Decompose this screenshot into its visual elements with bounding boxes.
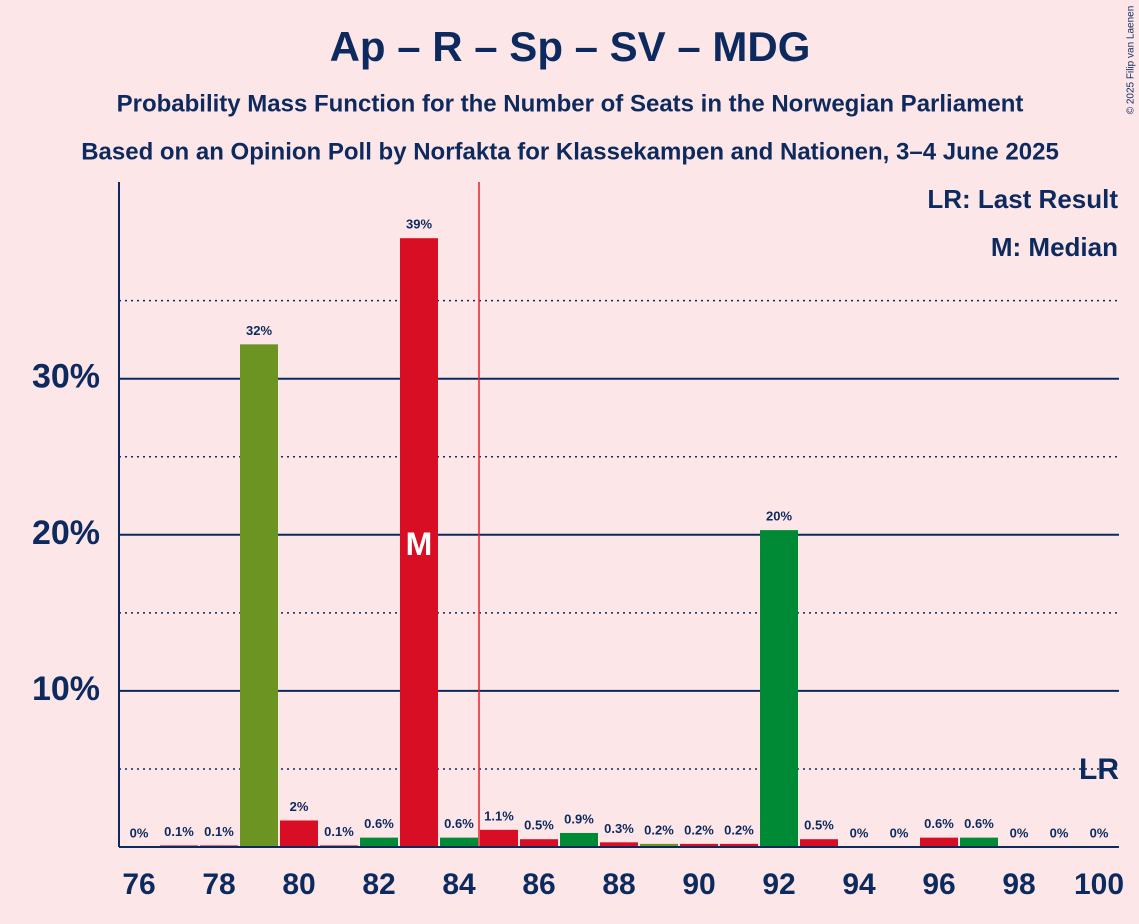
bar <box>480 829 518 847</box>
x-tick-label: 86 <box>522 868 555 901</box>
copyright: © 2025 Filip van Laenen <box>1126 6 1137 115</box>
value-label: 1.1% <box>484 808 514 823</box>
x-tick-label: 100 <box>1074 868 1124 901</box>
bar <box>680 843 718 847</box>
value-label: 0.6% <box>924 816 954 831</box>
bar <box>760 530 798 847</box>
legend-entry: M: Median <box>991 232 1118 262</box>
bar <box>600 842 638 847</box>
x-tick-label: 88 <box>602 868 635 901</box>
value-label: 0.2% <box>724 822 754 837</box>
value-label: 0.6% <box>444 816 474 831</box>
bar <box>560 832 598 847</box>
bar <box>440 837 478 847</box>
bar <box>520 839 558 847</box>
value-label: 0% <box>130 825 149 840</box>
x-tick-label: 82 <box>362 868 395 901</box>
value-label: 0.1% <box>164 824 194 839</box>
value-label: 0% <box>1010 825 1029 840</box>
bar <box>960 837 998 847</box>
median-label: M <box>406 526 433 562</box>
chart-title: Ap – R – Sp – SV – MDG <box>330 23 811 70</box>
value-label: 0% <box>1090 825 1109 840</box>
value-label: 0.5% <box>524 818 554 833</box>
value-label: 0.3% <box>604 821 634 836</box>
bar <box>800 839 838 847</box>
value-label: 0.1% <box>324 824 354 839</box>
x-tick-label: 90 <box>682 868 715 901</box>
bar <box>280 820 318 847</box>
x-tick-label: 84 <box>442 868 476 901</box>
y-tick-label: 20% <box>32 514 100 552</box>
x-tick-label: 98 <box>1002 868 1035 901</box>
x-tick-label: 76 <box>122 868 155 901</box>
chart-subtitle: Based on an Opinion Poll by Norfakta for… <box>81 138 1059 165</box>
value-label: 0% <box>1050 825 1069 840</box>
value-label: 0.6% <box>364 816 394 831</box>
value-label: 0.2% <box>644 822 674 837</box>
bar <box>400 238 438 847</box>
value-label: 0.5% <box>804 818 834 833</box>
value-label: 2% <box>290 799 309 814</box>
bar <box>920 837 958 847</box>
chart-subtitle: Probability Mass Function for the Number… <box>117 90 1024 117</box>
value-label: 0.6% <box>964 816 994 831</box>
x-tick-label: 80 <box>282 868 315 901</box>
value-label: 0.2% <box>684 822 714 837</box>
value-label: 0% <box>850 825 869 840</box>
x-tick-label: 78 <box>202 868 235 901</box>
bar <box>640 843 678 847</box>
bar <box>240 344 278 847</box>
value-label: 0% <box>890 825 909 840</box>
y-tick-label: 30% <box>32 358 100 396</box>
bar <box>360 837 398 847</box>
legend-entry: LR: Last Result <box>927 184 1118 214</box>
bar <box>720 843 758 847</box>
value-label: 32% <box>246 323 272 338</box>
x-tick-label: 92 <box>762 868 795 901</box>
last-result-label: LR <box>1079 753 1119 786</box>
value-label: 20% <box>766 509 792 524</box>
x-tick-label: 96 <box>922 868 955 901</box>
value-label: 39% <box>406 217 432 232</box>
value-label: 0.1% <box>204 824 234 839</box>
x-tick-label: 94 <box>842 868 876 901</box>
y-tick-label: 10% <box>32 670 100 708</box>
value-label: 0.9% <box>564 811 594 826</box>
